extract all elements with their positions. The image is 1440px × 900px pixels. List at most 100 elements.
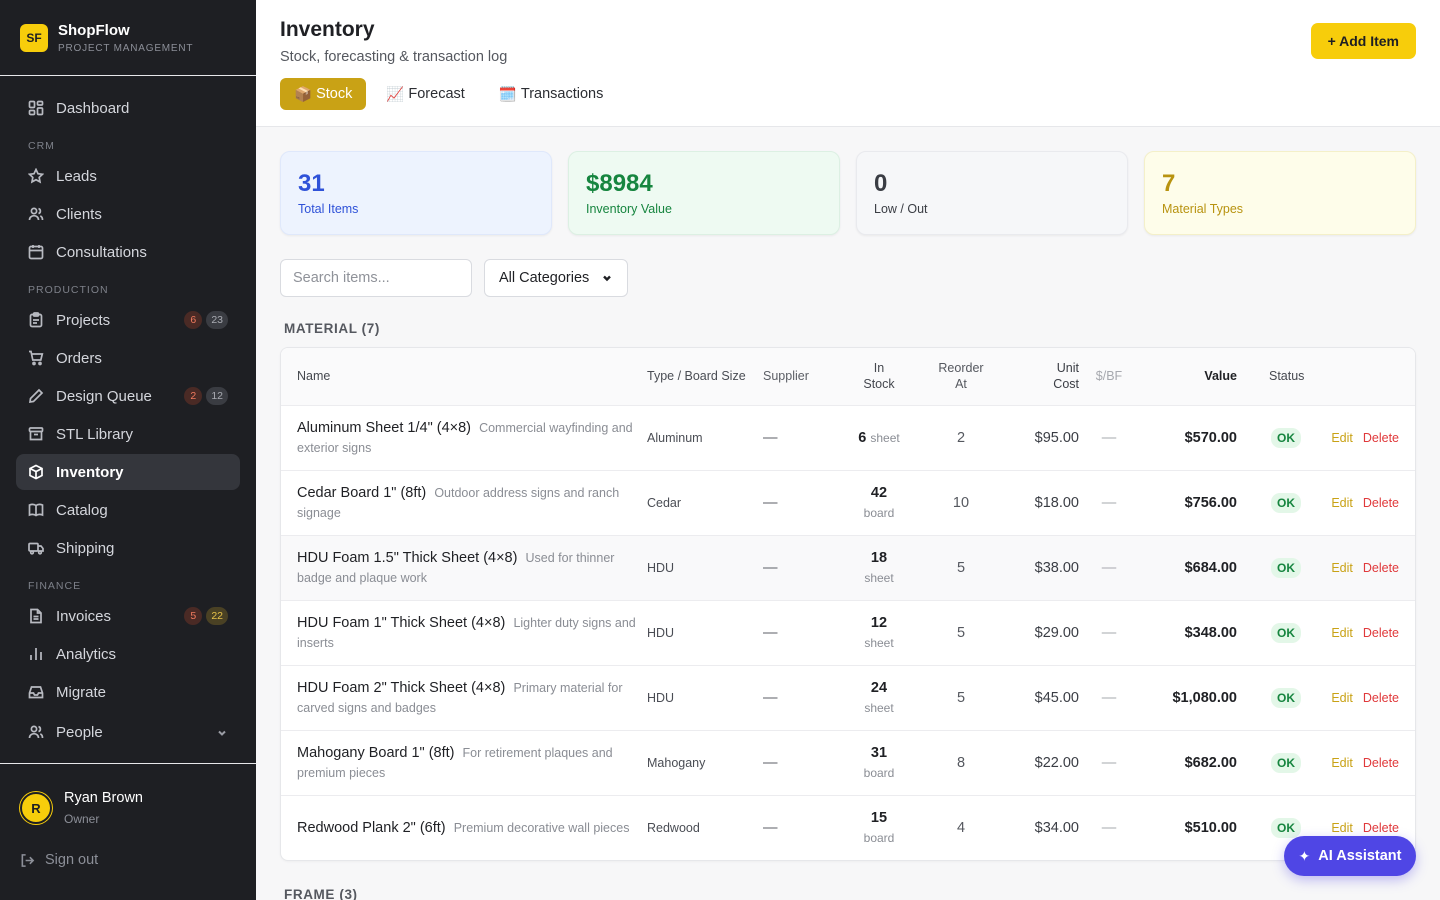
clipboard-icon <box>28 312 44 328</box>
sidebar-item-leads[interactable]: Leads <box>16 158 240 194</box>
cell-name: Redwood Plank 2" (6ft) Premium decorativ… <box>281 795 647 860</box>
tab-forecast[interactable]: 📈 Forecast <box>372 78 478 110</box>
sparkle-icon: ✦ <box>1298 847 1311 864</box>
col-status[interactable]: Status <box>1237 348 1305 406</box>
cell-value: $348.00 <box>1139 600 1237 666</box>
cell-name: HDU Foam 1" Thick Sheet (4×8) Lighter du… <box>281 600 647 666</box>
chevron-down-icon[interactable] <box>216 726 228 738</box>
user-name: Ryan Brown <box>64 790 143 806</box>
category-select[interactable]: All Categories <box>484 259 628 297</box>
cell-actions: Edit Delete <box>1304 795 1415 860</box>
sidebar-item-stl-library[interactable]: STL Library <box>16 416 240 452</box>
sign-out-button[interactable]: Sign out <box>20 852 236 868</box>
ai-assistant-button[interactable]: ✦ AI Assistant <box>1284 836 1416 876</box>
cell-reorder: 5 <box>925 665 997 731</box>
sidebar-item-projects[interactable]: Projects 6 23 <box>16 302 240 338</box>
edit-button[interactable]: Edit <box>1331 430 1353 445</box>
edit-button[interactable]: Edit <box>1331 625 1353 640</box>
stock-quantity: 15 <box>870 809 888 826</box>
edit-button[interactable]: Edit <box>1331 690 1353 705</box>
sidebar-item-design-queue[interactable]: Design Queue 2 12 <box>16 378 240 414</box>
cell-per-bf: — <box>1079 600 1139 666</box>
brand-name: ShopFlow <box>58 21 130 39</box>
cell-actions: Edit Delete <box>1304 665 1415 731</box>
sidebar-item-shipping[interactable]: Shipping <box>16 530 240 566</box>
bar-chart-icon <box>28 646 44 662</box>
edit-button[interactable]: Edit <box>1331 495 1353 510</box>
col-type[interactable]: Type / Board Size <box>647 348 763 406</box>
delete-button[interactable]: Delete <box>1362 690 1399 705</box>
status-badge: OK <box>1271 817 1301 838</box>
stock-unit: board <box>863 765 895 780</box>
cell-in-stock: 42 board <box>833 470 925 536</box>
sidebar-item-analytics[interactable]: Analytics <box>16 636 240 672</box>
tab-label: Stock <box>316 86 353 102</box>
table-row[interactable]: Mahogany Board 1" (8ft) For retirement p… <box>281 730 1415 796</box>
cart-icon <box>28 350 44 366</box>
add-item-button[interactable]: + Add Item <box>1310 23 1416 59</box>
table-row[interactable]: Aluminum Sheet 1/4" (4×8) Commercial way… <box>281 405 1415 471</box>
item-name: HDU Foam 2" Thick Sheet (4×8) <box>297 679 506 696</box>
delete-button[interactable]: Delete <box>1362 495 1399 510</box>
cell-supplier: — <box>763 819 778 836</box>
sidebar-item-catalog[interactable]: Catalog <box>16 492 240 528</box>
delete-button[interactable]: Delete <box>1362 430 1399 445</box>
edit-button[interactable]: Edit <box>1331 560 1353 575</box>
sidebar-item-label: Dashboard <box>56 99 130 117</box>
col-per-bf[interactable]: $/BF <box>1079 348 1139 406</box>
col-value[interactable]: Value <box>1139 348 1237 406</box>
status-badge: OK <box>1271 752 1301 773</box>
stat-total-items: 31 Total Items <box>280 151 552 235</box>
table-row[interactable]: Cedar Board 1" (8ft) Outdoor address sig… <box>281 470 1415 536</box>
calendar-icon <box>28 244 44 260</box>
stock-unit: sheet <box>864 570 894 585</box>
sidebar-item-inventory[interactable]: Inventory <box>16 454 240 490</box>
sidebar-item-consultations[interactable]: Consultations <box>16 234 240 270</box>
edit-button[interactable]: Edit <box>1331 755 1353 770</box>
design-queue-count-badge: 12 <box>206 387 228 405</box>
edit-button[interactable]: Edit <box>1331 820 1353 835</box>
delete-button[interactable]: Delete <box>1362 560 1399 575</box>
avatar[interactable]: R <box>20 792 52 824</box>
cell-reorder: 4 <box>956 819 966 836</box>
design-queue-urgent-badge: 2 <box>184 387 203 405</box>
table-row[interactable]: HDU Foam 1" Thick Sheet (4×8) Lighter du… <box>281 600 1415 666</box>
table-row[interactable]: Redwood Plank 2" (6ft) Premium decorativ… <box>281 795 1415 860</box>
table-row[interactable]: HDU Foam 2" Thick Sheet (4×8) Primary ma… <box>281 665 1415 731</box>
item-name: Redwood Plank 2" (6ft) <box>297 819 446 836</box>
col-in-stock[interactable]: In Stock <box>833 348 925 406</box>
sidebar-item-people[interactable]: People <box>16 714 240 750</box>
stats-row: 31 Total Items $8984 Inventory Value 0 L… <box>280 151 1416 235</box>
col-unit-cost[interactable]: Unit Cost <box>997 348 1079 406</box>
col-supplier[interactable]: Supplier <box>763 348 833 406</box>
cell-status: OK <box>1237 470 1305 536</box>
cell-unit-cost: $95.00 <box>997 405 1079 471</box>
item-description: Commercial wayfinding and exterior signs <box>297 420 633 455</box>
table-row[interactable]: HDU Foam 1.5" Thick Sheet (4×8) Used for… <box>281 535 1415 601</box>
sidebar-item-invoices[interactable]: Invoices 5 22 <box>16 598 240 634</box>
col-reorder[interactable]: Reorder At <box>925 348 997 406</box>
col-name[interactable]: Name <box>281 348 647 406</box>
cell-unit-cost: $34.00 <box>1034 819 1079 836</box>
stock-quantity: 24 <box>870 679 888 696</box>
sidebar-item-clients[interactable]: Clients <box>16 196 240 232</box>
sidebar-item-dashboard[interactable]: Dashboard <box>16 90 240 126</box>
brand: SF ShopFlow PROJECT MANAGEMENT <box>0 0 256 76</box>
sidebar-item-label: Shipping <box>56 539 115 557</box>
tab-transactions[interactable]: 🗓️ Transactions <box>485 78 618 110</box>
cell-reorder: 8 <box>925 730 997 796</box>
status-badge: OK <box>1271 492 1301 513</box>
sidebar-item-migrate[interactable]: Migrate <box>16 674 240 710</box>
delete-button[interactable]: Delete <box>1362 755 1399 770</box>
search-input[interactable] <box>280 259 472 297</box>
sidebar-item-orders[interactable]: Orders <box>16 340 240 376</box>
cell-actions: Edit Delete <box>1304 730 1415 796</box>
tab-stock[interactable]: 📦 Stock <box>280 78 367 110</box>
delete-button[interactable]: Delete <box>1362 820 1399 835</box>
brand-subtitle: PROJECT MANAGEMENT <box>58 42 194 54</box>
delete-button[interactable]: Delete <box>1362 625 1399 640</box>
main-content: 31 Total Items $8984 Inventory Value 0 L… <box>280 151 1416 900</box>
stock-quantity: 31 <box>870 744 888 761</box>
pencil-icon <box>28 388 44 404</box>
cell-supplier: — <box>763 730 833 796</box>
